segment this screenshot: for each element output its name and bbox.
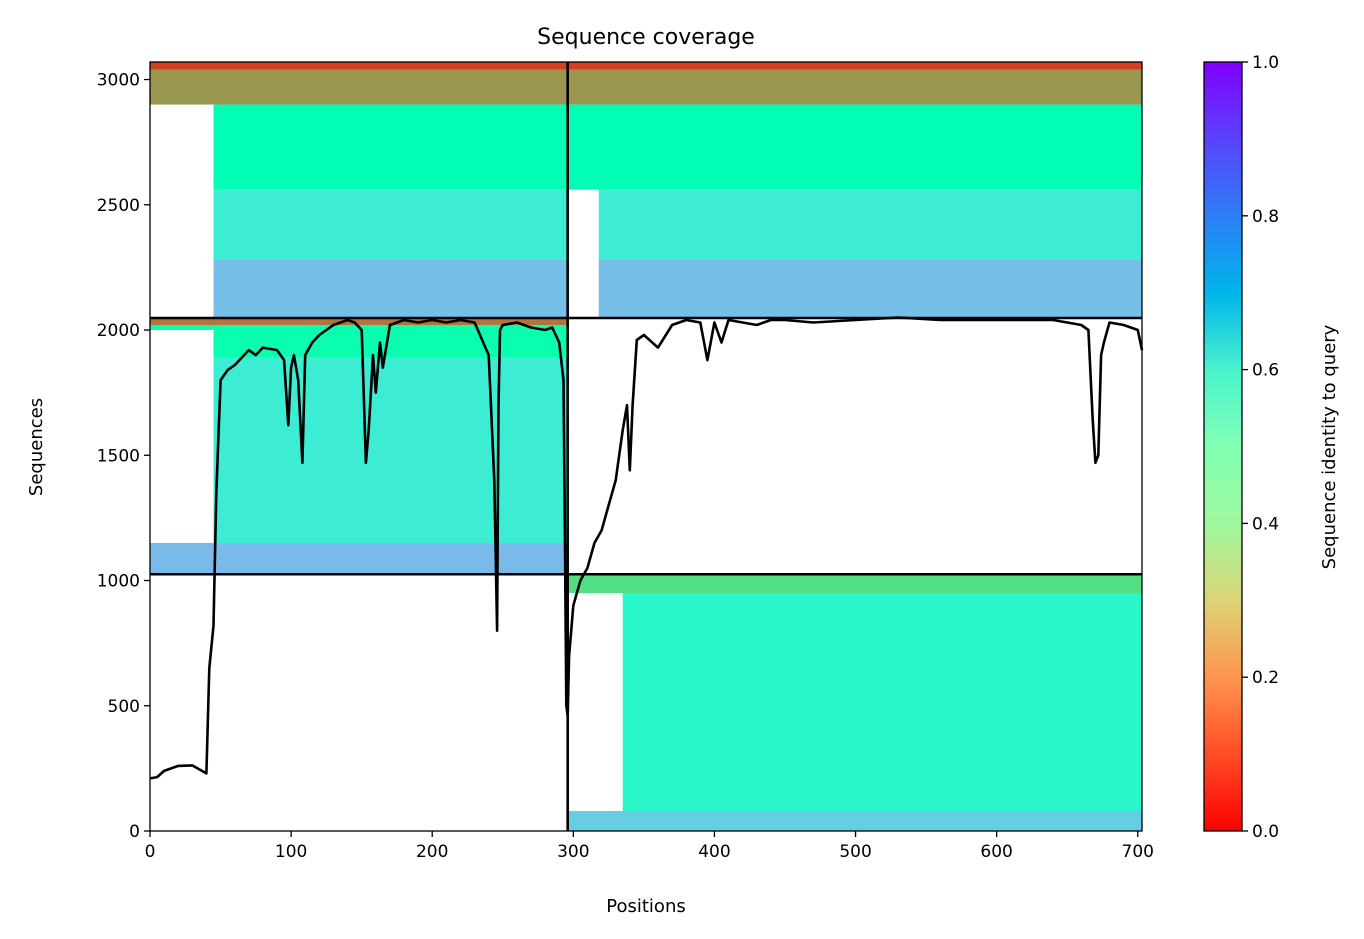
identity-band <box>567 593 1142 811</box>
coverage-gap <box>150 104 214 318</box>
x-tick-label: 400 <box>698 842 730 862</box>
x-axis: 0 100 200 300 400 500 600 700 <box>145 831 1154 862</box>
x-tick-label: 200 <box>416 842 448 862</box>
identity-band <box>150 69 1142 105</box>
coverage-line <box>149 316 1144 780</box>
colorbar: 0.0 0.2 0.4 0.6 0.8 1.0 Sequence identity to … <box>1203 53 1340 842</box>
identity-band <box>150 104 1142 190</box>
y-tick-label: 3000 <box>97 71 140 91</box>
x-tick-label: 500 <box>839 842 871 862</box>
identity-band <box>150 317 568 326</box>
identity-band <box>567 810 1142 831</box>
coverage-gap <box>567 189 599 318</box>
colorbar-tick-label: 1.0 <box>1252 53 1279 73</box>
coverage-gap <box>567 593 623 811</box>
colorbar-ticks: 0.0 0.2 0.4 0.6 0.8 1.0 <box>1242 53 1279 842</box>
x-axis-label: Positions <box>606 896 685 917</box>
colorbar-tick-label: 0.4 <box>1252 514 1279 534</box>
coverage-gaps <box>150 104 623 811</box>
colorbar-tick-label: 0.0 <box>1252 822 1279 842</box>
x-tick-label: 100 <box>275 842 307 862</box>
colorbar-tick-label: 0.6 <box>1252 361 1279 381</box>
x-tick-label: 600 <box>980 842 1012 862</box>
y-tick-label: 500 <box>108 697 140 717</box>
identity-band <box>150 189 1142 260</box>
x-tick-label: 700 <box>1122 842 1154 862</box>
y-axis: 0 500 1000 1500 2000 2500 3000 <box>97 71 150 842</box>
identity-band <box>150 259 1142 318</box>
y-axis-label: Sequences <box>26 398 47 496</box>
coverage-gap <box>150 330 214 543</box>
y-tick-label: 1000 <box>97 572 140 592</box>
plot-frame <box>149 61 1143 832</box>
colorbar-gradient <box>1203 61 1243 832</box>
plot-area <box>149 61 1144 832</box>
identity-band <box>150 542 568 575</box>
y-tick-label: 1500 <box>97 446 140 466</box>
colorbar-tick-label: 0.2 <box>1252 668 1279 688</box>
identity-band <box>150 62 1142 70</box>
identity-blocks <box>150 62 1142 831</box>
y-tick-label: 2000 <box>97 321 140 341</box>
y-tick-label: 0 <box>129 822 140 842</box>
identity-band <box>150 325 568 358</box>
identity-band <box>567 574 1142 594</box>
x-tick-label: 0 <box>145 842 156 862</box>
colorbar-label: Sequence identity to query <box>1319 324 1340 569</box>
y-tick-label: 2500 <box>97 196 140 216</box>
colorbar-tick-label: 0.8 <box>1252 207 1279 227</box>
x-tick-label: 300 <box>557 842 589 862</box>
chart-title: Sequence coverage <box>537 25 755 50</box>
